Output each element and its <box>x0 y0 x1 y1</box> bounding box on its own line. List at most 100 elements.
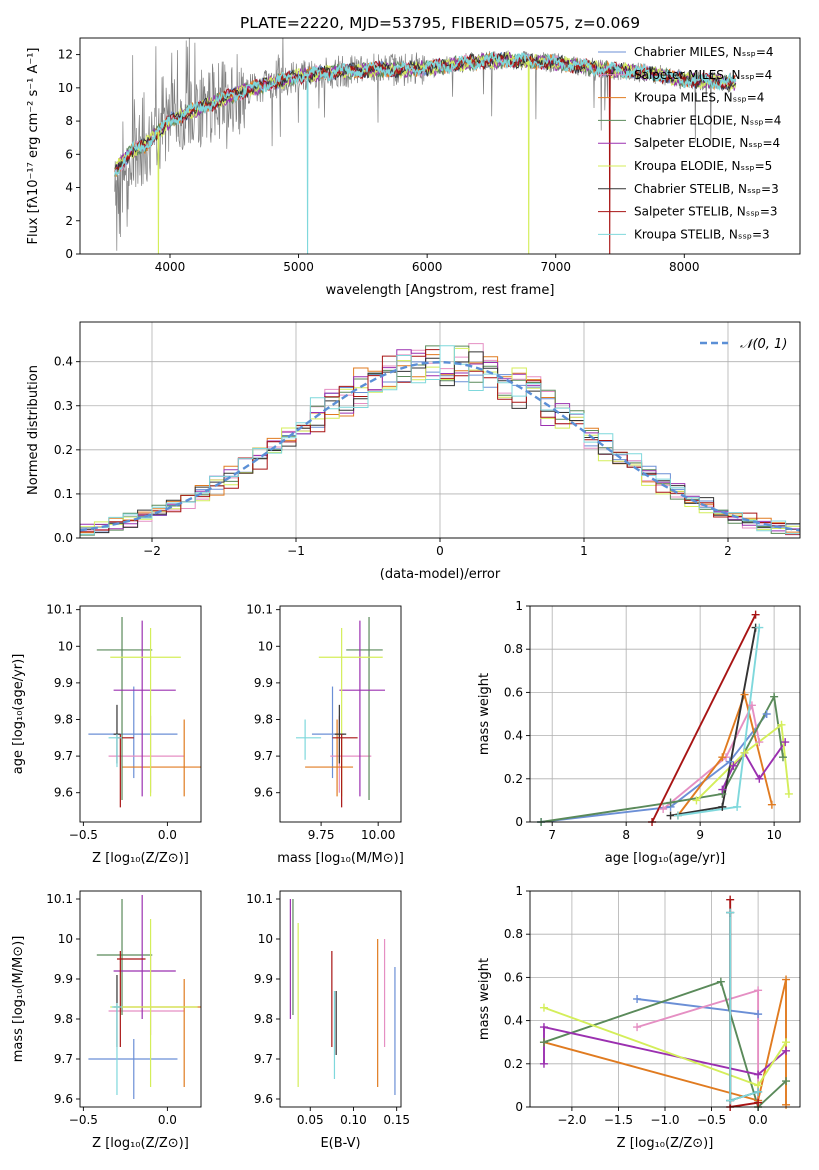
marker-salpeter_miles <box>747 701 756 710</box>
weight-series-chabrier_miles <box>540 713 768 822</box>
x-tick-label: 8 <box>622 828 630 842</box>
errorbar-chabrier_elodie <box>96 899 153 1015</box>
y-tick-label: 9.8 <box>54 1012 73 1026</box>
marker-kroupa_elodie <box>692 796 701 805</box>
weight-vs-age-panel: 7 8 9 10 0 0.2 0.4 0.6 0.8 1 age [log₁₀(age/yr)] ma… <box>477 599 801 866</box>
x-tick-label: 6000 <box>412 260 443 274</box>
y-tick-label: 0.3 <box>54 399 73 413</box>
mass-vs-ebv-frame <box>279 890 402 1108</box>
y-tick-label: 10 <box>258 639 273 653</box>
x-tick-label: 0.0 <box>158 1113 177 1127</box>
errorbar-kroupa_miles <box>305 719 354 797</box>
marker-chabrier_miles <box>725 757 734 766</box>
legend-label: Kroupa STELIB, Nₛₛₚ=3 <box>634 227 770 241</box>
age-vs-z-plot-area <box>88 616 201 808</box>
weight-series-kroupa_miles <box>677 691 773 817</box>
marker-kroupa_elodie <box>782 1038 791 1047</box>
x-tick-label: 1 <box>580 544 588 558</box>
y-tick-label: 9.8 <box>254 1012 273 1026</box>
errorbar-kroupa_stelib <box>295 719 322 760</box>
y-tick-label: 9.7 <box>54 749 73 763</box>
spectrum-plot-area <box>114 38 737 254</box>
spectrum-model-kroupa_stelib <box>114 51 737 177</box>
marker-kroupa_elodie <box>777 720 786 729</box>
marker-kroupa_stelib <box>726 908 735 917</box>
y-tick-label: 1 <box>515 599 523 613</box>
y-tick-label: 10 <box>258 932 273 946</box>
marker-kroupa_miles <box>740 690 749 699</box>
x-tick-label: 9.75 <box>308 828 335 842</box>
mass-vs-z-y-axis-label: mass [log₁₀(M/M⊙)] <box>11 936 26 1063</box>
marker-chabrier_elodie <box>770 692 779 701</box>
errorbar-kroupa_elodie <box>110 919 198 1087</box>
residuals-panel: 𝒩(0, 1) −2 −1 0 1 2 0.0 0.1 0.2 0.3 0.4 (data-model… <box>26 321 801 582</box>
x-tick-label: 0.0 <box>749 1113 768 1127</box>
age-vs-z-y-axis-label: age [log₁₀(age/yr)] <box>11 654 26 775</box>
spectrum-legend: Chabrier MILES, Nₛₛₚ=4 Salpeter MILES, Nₛ… <box>598 45 781 241</box>
x-tick-label: 9 <box>696 828 704 842</box>
y-tick-label: 0.2 <box>504 772 523 786</box>
y-tick-label: 9.6 <box>54 1092 73 1106</box>
residuals-y-axis-label: Normed distribution <box>26 365 41 495</box>
legend-label: Chabrier MILES, Nₛₛₚ=4 <box>634 45 774 59</box>
weight-vs-age-x-axis-label: age [log₁₀(age/yr)] <box>605 851 726 866</box>
legend-label: Chabrier STELIB, Nₛₛₚ=3 <box>634 182 779 196</box>
errorbar-kroupa_miles <box>122 719 201 797</box>
marker-kroupa_elodie <box>740 748 749 757</box>
y-tick-label: 8 <box>65 114 73 128</box>
legend-label: Chabrier ELODIE, Nₛₛₚ=4 <box>634 113 781 127</box>
marker-chabrier_elodie <box>716 977 725 986</box>
marker-salpeter_miles <box>754 986 763 995</box>
marker-chabrier_stelib <box>718 802 727 811</box>
x-tick-label: 0.05 <box>297 1113 324 1127</box>
spectrum-spike <box>306 75 309 254</box>
residuals-plot-area <box>80 343 800 538</box>
y-tick-label: 9.6 <box>54 786 73 800</box>
errorbar-chabrier_stelib <box>334 704 347 764</box>
y-tick-label: 4 <box>65 181 73 195</box>
mass-vs-ebv-plot-area <box>289 899 396 1095</box>
x-tick-label: −2.0 <box>557 1113 586 1127</box>
y-tick-label: 0.2 <box>54 443 73 457</box>
figure-title: PLATE=2220, MJD=53795, FIBERID=0575, z=0… <box>240 14 640 32</box>
x-tick-label: −2 <box>143 544 161 558</box>
age-vs-z-panel: −0.5 0.0 9.6 9.7 9.8 9.9 10 10.1 Z [log₁₀(Z/Z⊙)]… <box>11 603 202 866</box>
spectrum-spike <box>157 131 160 254</box>
marker-kroupa_miles <box>782 975 791 984</box>
age-vs-mass-x-axis-label: mass [log₁₀(M/M⊙)] <box>277 851 404 866</box>
mass-vs-ebv-x-axis-label: E(B-V) <box>320 1136 360 1151</box>
spectrum-panel: Chabrier MILES, Nₛₛₚ=4 Salpeter MILES, Nₛ… <box>26 37 801 298</box>
y-tick-label: 10 <box>58 639 73 653</box>
y-tick-label: 0.6 <box>504 970 523 984</box>
x-tick-label: −1 <box>287 544 305 558</box>
y-tick-label: 10.1 <box>246 603 273 617</box>
histogram-kroupa_stelib <box>80 345 800 538</box>
spectrum-spike <box>527 61 530 254</box>
age-vs-mass-panel: 9.75 10.00 9.6 9.7 9.8 9.9 10 10.1 mass [log₁₀(M… <box>246 603 403 866</box>
errorbar-chabrier_miles <box>88 686 178 779</box>
x-tick-label: 8000 <box>669 260 700 274</box>
weight-series-salpeter_stelib <box>651 614 757 822</box>
marker-chabrier_miles <box>633 995 642 1003</box>
x-tick-label: 7 <box>548 828 556 842</box>
marker-kroupa_elodie <box>539 1003 548 1012</box>
marker-salpeter_elodie <box>539 1059 548 1068</box>
x-tick-label: −0.5 <box>697 1113 726 1127</box>
y-tick-label: 2 <box>65 214 73 228</box>
x-tick-label: −0.5 <box>69 1113 98 1127</box>
spectrum-y-axis-label: Flux [fλ10⁻¹⁷ erg cm⁻² s⁻¹ A⁻¹] <box>26 48 41 245</box>
marker-salpeter_miles <box>755 738 764 747</box>
errorbar-chabrier_miles <box>88 1039 178 1099</box>
marker-salpeter_elodie <box>718 785 727 794</box>
mass-vs-z-x-axis-label: Z [log₁₀(Z/Z⊙)] <box>92 1136 189 1151</box>
legend-label: Kroupa MILES, Nₛₛₚ=4 <box>634 91 764 105</box>
errorbar-salpeter_elodie <box>339 620 386 797</box>
x-tick-label: −1.0 <box>650 1113 679 1127</box>
legend-label: Salpeter STELIB, Nₛₛₚ=3 <box>634 205 778 219</box>
y-tick-label: 9.7 <box>254 749 273 763</box>
marker-salpeter_stelib <box>751 610 760 619</box>
marker-kroupa_stelib <box>733 802 742 811</box>
weight-series-salpeter_miles <box>662 702 761 810</box>
marker-salpeter_elodie <box>755 774 764 783</box>
x-tick-label: −1.5 <box>604 1113 633 1127</box>
